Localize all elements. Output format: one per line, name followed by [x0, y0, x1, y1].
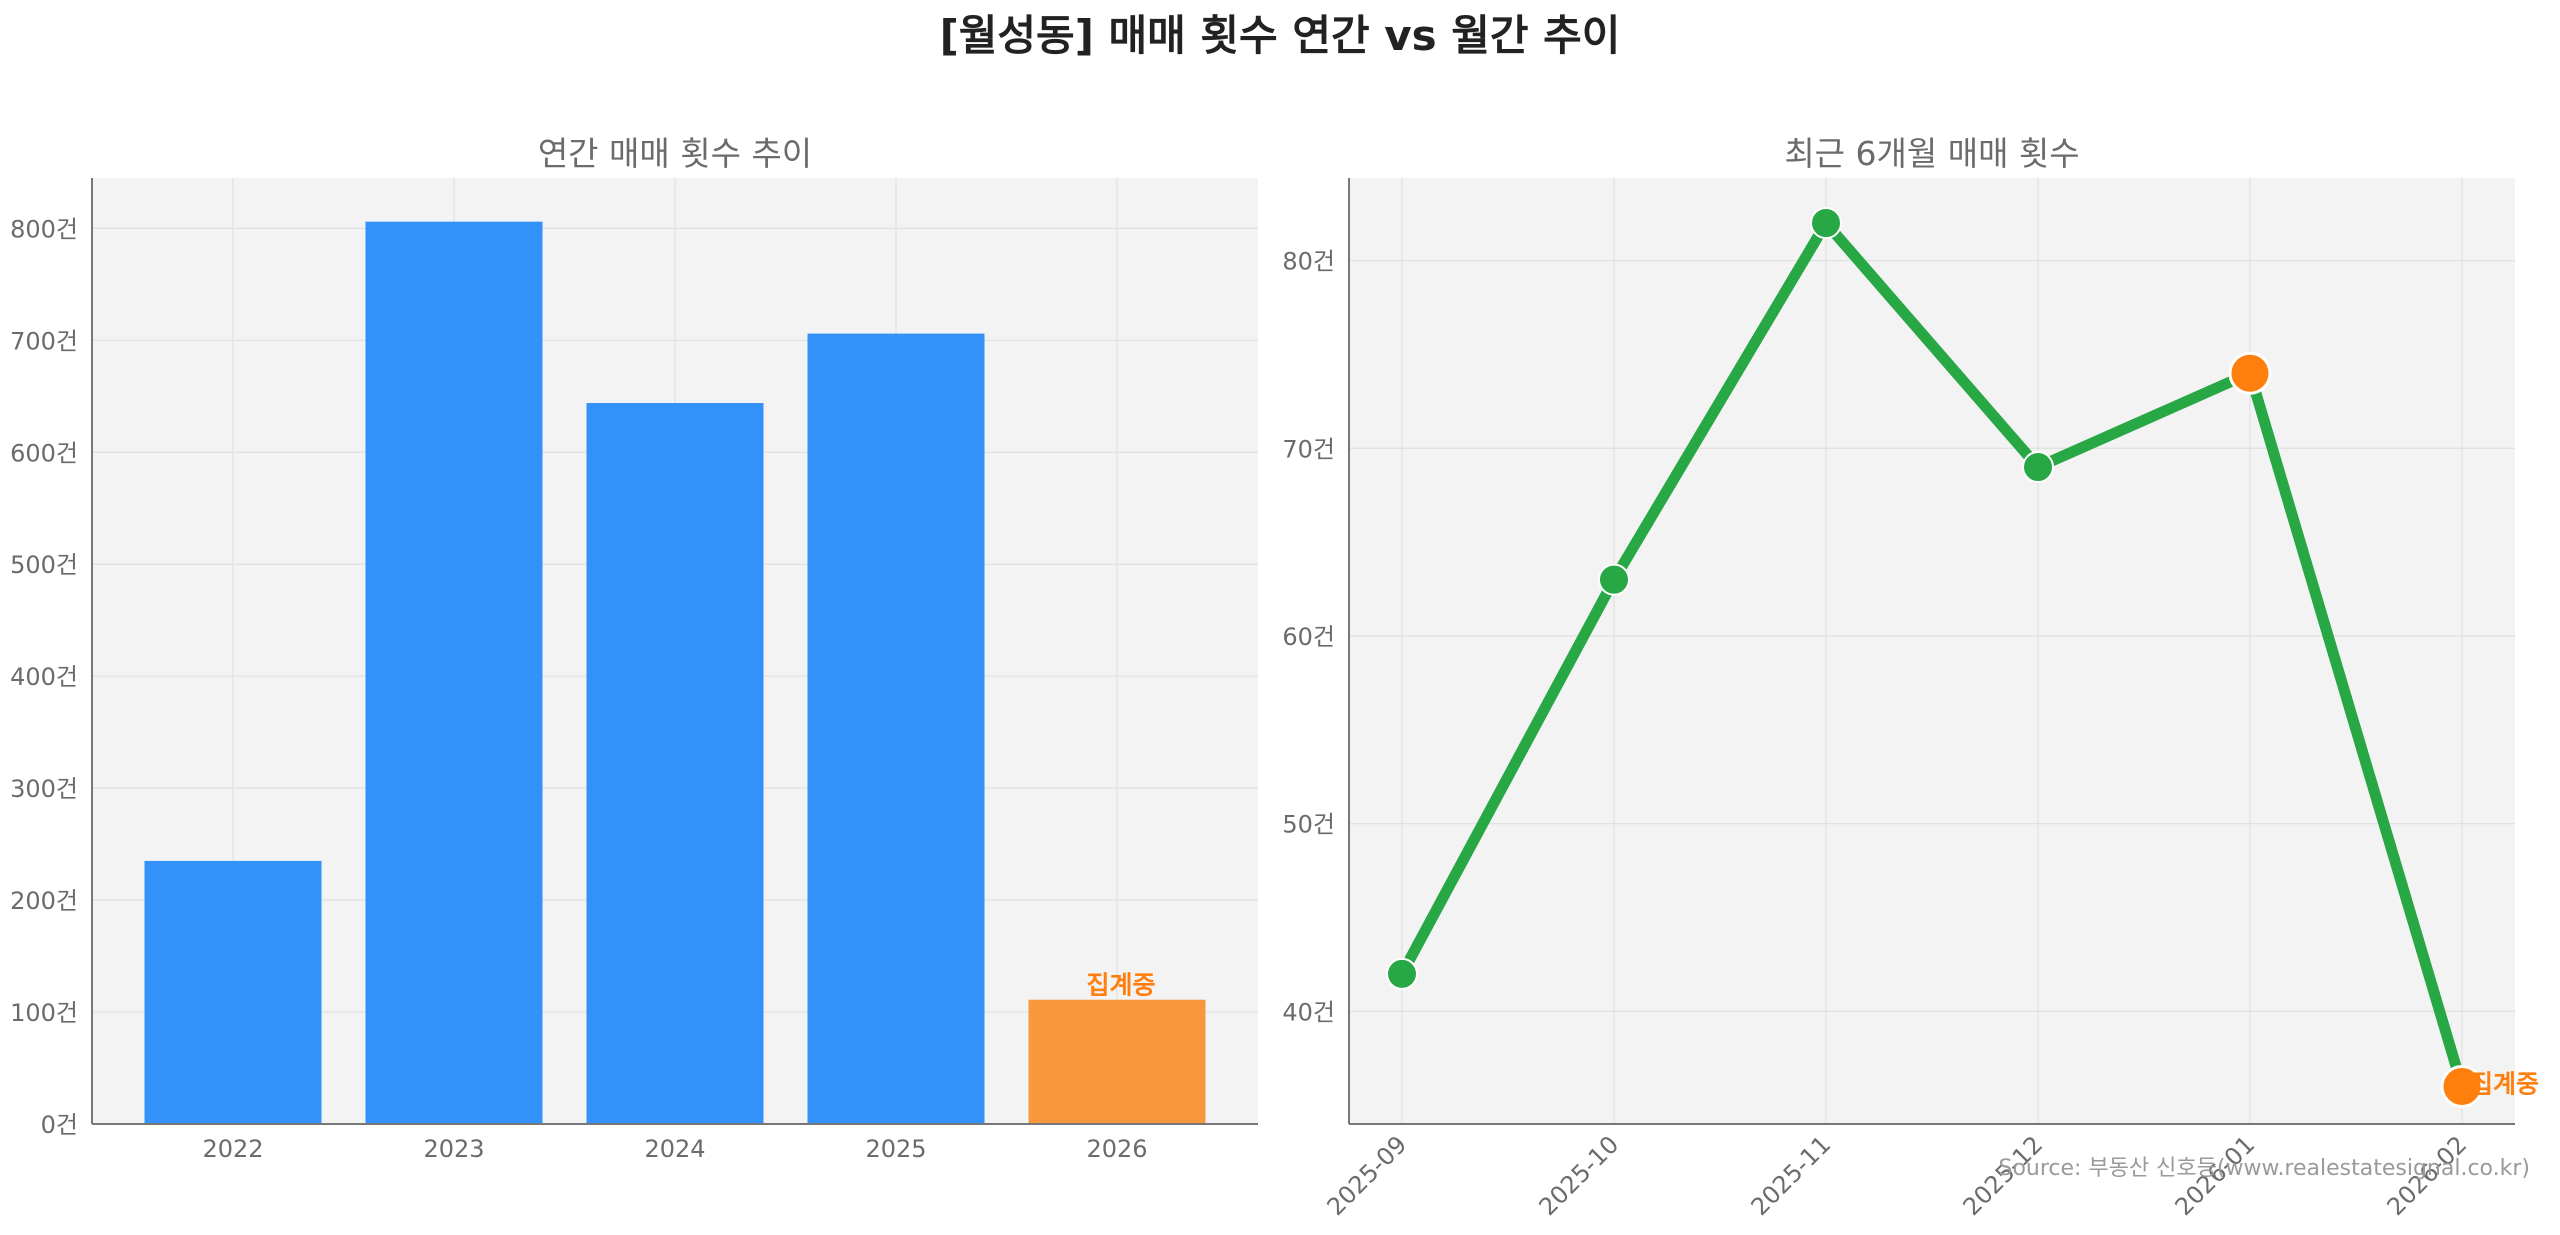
y-tick-label: 200건 — [10, 887, 78, 915]
series-line — [1396, 217, 2468, 1092]
source-note: Source: 부동산 신호등(www.realestatesignal.co.… — [1999, 1156, 2531, 1181]
x-tick-label: 2023 — [423, 1135, 484, 1163]
y-tick-label: 0건 — [41, 1111, 78, 1139]
y-tick-labels: 0건 100건 200건 300건 400건 500건 600건 700건 800건 — [10, 215, 78, 1139]
data-point — [1810, 207, 1842, 240]
monthly-line-chart: 최근 6개월 매매 횟수 40건 50건 60건 70건 80건 2025-09 2025… — [1282, 134, 2539, 1221]
bar — [365, 221, 543, 1124]
chart-background — [1349, 178, 2515, 1124]
y-tick-label: 600건 — [10, 439, 78, 467]
x-tick-label: 2025-10 — [1534, 1130, 1625, 1221]
x-tick-label: 2025 — [865, 1135, 926, 1163]
data-point — [2022, 451, 2054, 484]
main-title: [월성동] 매매 횟수 연간 vs 월간 추이 — [939, 11, 1621, 60]
partial-label: 집계중 — [1086, 971, 1155, 1000]
y-tick-label: 100건 — [10, 999, 78, 1027]
y-tick-label: 800건 — [10, 215, 78, 243]
annual-chart-title: 연간 매매 횟수 추이 — [538, 134, 812, 173]
bar — [144, 860, 322, 1124]
y-tick-label: 400건 — [10, 663, 78, 691]
data-point — [1386, 957, 1418, 990]
y-tick-label: 70건 — [1282, 435, 1335, 463]
x-tick-label: 2025-09 — [1322, 1130, 1413, 1221]
annual-bar-chart: 연간 매매 횟수 추이 0건 100건 200건 300건 400건 500건 600건 70… — [10, 134, 1258, 1163]
x-tick-label: 2022 — [202, 1135, 263, 1163]
x-tick-labels: 2022 2023 2024 2025 2026 — [202, 1135, 1147, 1163]
y-tick-label: 50건 — [1282, 811, 1335, 839]
monthly-chart-title: 최근 6개월 매매 횟수 — [1784, 134, 2079, 173]
y-tick-label: 500건 — [10, 551, 78, 579]
bar — [586, 403, 764, 1124]
x-tick-label: 2024 — [644, 1135, 705, 1163]
data-point — [1598, 563, 1630, 596]
y-tick-label: 700건 — [10, 327, 78, 355]
y-tick-label: 80건 — [1282, 248, 1335, 276]
x-tick-label: 2025-11 — [1746, 1130, 1837, 1221]
y-tick-label: 40건 — [1282, 998, 1335, 1026]
data-point — [2440, 1064, 2484, 1108]
y-tick-label: 300건 — [10, 775, 78, 803]
data-point — [2228, 351, 2272, 395]
grid-lines — [1349, 178, 2515, 1124]
bar — [807, 333, 985, 1124]
points — [1386, 207, 2484, 1108]
partial-label: 집계중 — [2470, 1069, 2539, 1098]
bar — [1028, 999, 1206, 1124]
x-tick-label: 2026 — [1086, 1135, 1147, 1163]
y-tick-label: 60건 — [1282, 623, 1335, 651]
y-tick-labels: 40건 50건 60건 70건 80건 — [1282, 248, 1335, 1027]
bars — [144, 221, 1206, 1124]
